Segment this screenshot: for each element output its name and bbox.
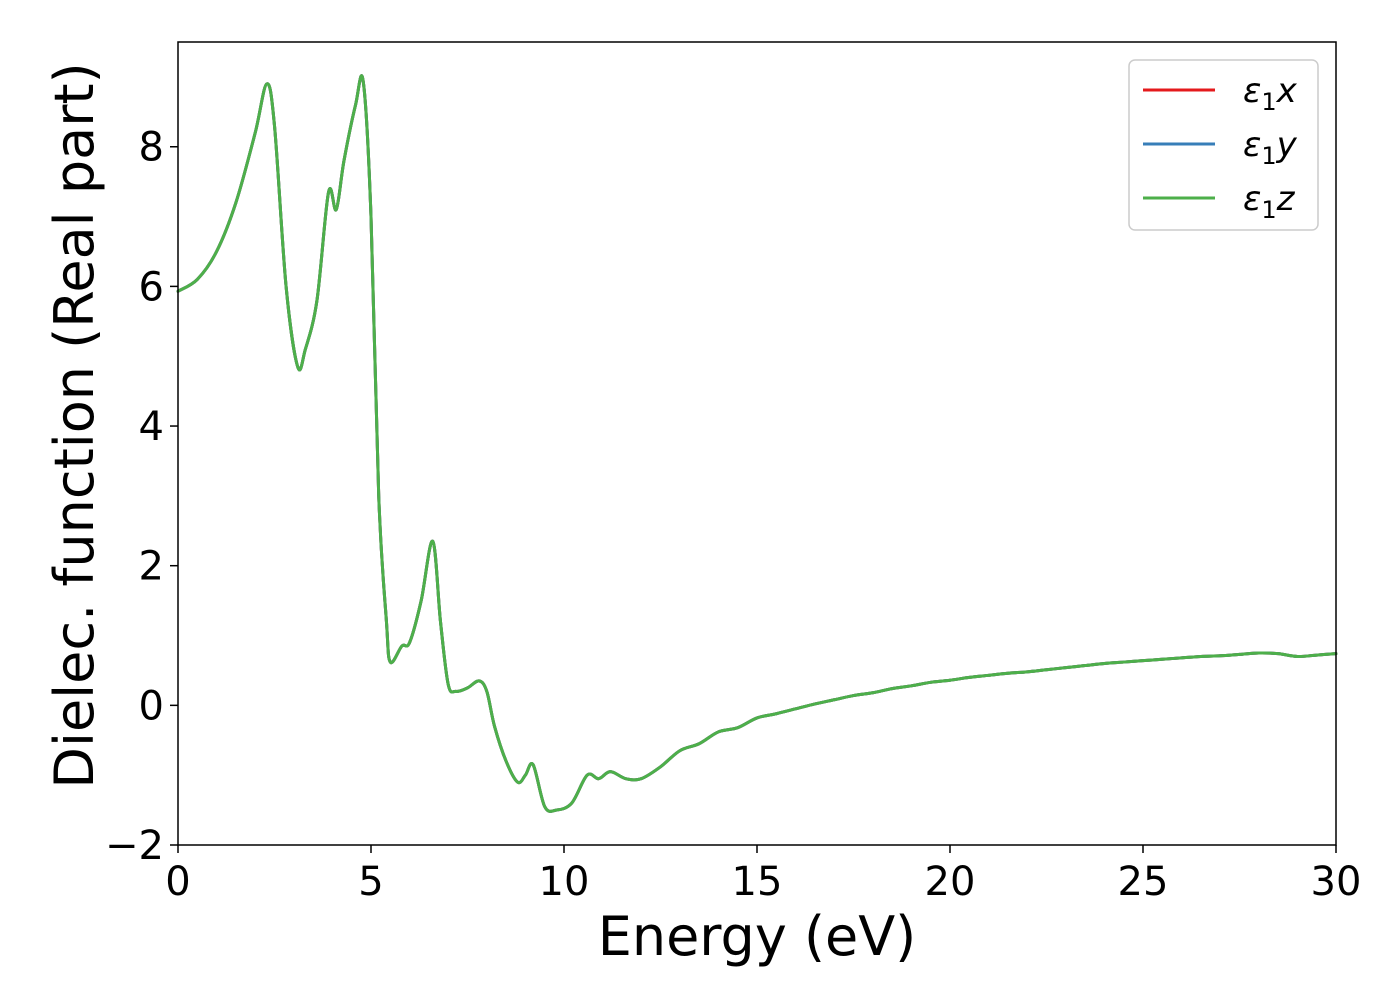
x-axis-label: Energy (eV) — [598, 905, 917, 968]
legend-label-z: ε1z — [1243, 179, 1296, 224]
x-tick-label: 10 — [539, 859, 590, 905]
y-tick-label: −2 — [105, 823, 164, 869]
x-tick-label: 15 — [732, 859, 783, 905]
y-axis-label: Dielec. function (Real part) — [43, 62, 106, 788]
y-tick-label: 0 — [139, 683, 164, 729]
series-line-z — [176, 74, 1338, 813]
y-axis-ticks: −2 0 2 4 6 8 — [105, 125, 178, 869]
legend-label-y: ε1y — [1243, 125, 1298, 170]
y-tick-label: 2 — [139, 544, 164, 590]
series-layer — [176, 74, 1338, 813]
x-tick-label: 5 — [358, 859, 383, 905]
x-tick-label: 20 — [925, 859, 976, 905]
y-tick-label: 4 — [139, 404, 164, 450]
y-tick-label: 8 — [139, 125, 164, 171]
x-tick-label: 0 — [165, 859, 190, 905]
x-tick-label: 30 — [1311, 859, 1362, 905]
legend-label-x: ε1x — [1243, 71, 1298, 116]
legend: ε1x ε1y ε1z — [1128, 59, 1319, 231]
y-tick-label: 6 — [139, 264, 164, 310]
x-tick-label: 25 — [1118, 859, 1169, 905]
x-axis-ticks: 0 5 10 15 20 25 30 — [165, 845, 1361, 905]
legend-box — [1128, 59, 1319, 231]
